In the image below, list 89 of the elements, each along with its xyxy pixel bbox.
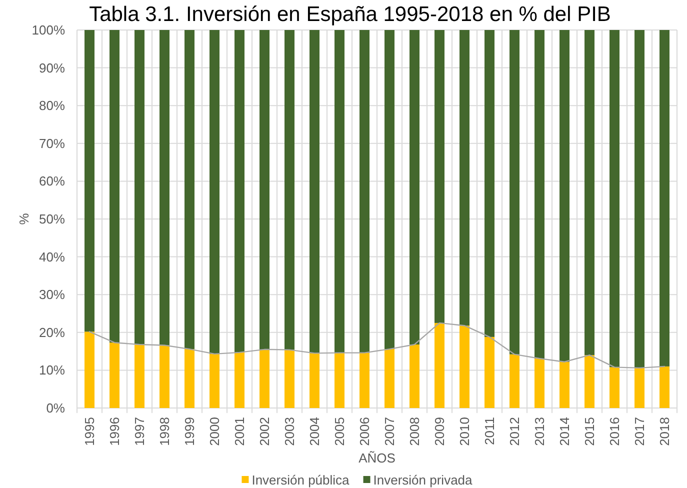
bar [160, 345, 170, 408]
bar [334, 352, 344, 408]
x-tick-label: 2004 [307, 417, 322, 446]
bar [84, 332, 94, 408]
bar [610, 367, 620, 408]
x-tick-label: 2015 [582, 417, 597, 446]
bar [260, 30, 270, 350]
x-tick-label: 1997 [132, 417, 147, 446]
bar [360, 352, 370, 408]
bar [610, 30, 620, 368]
bar [510, 30, 520, 354]
x-tick-label: 2014 [557, 417, 572, 446]
bar [660, 30, 670, 366]
bar [460, 30, 470, 326]
y-tick-label: 70% [38, 136, 66, 151]
bar [384, 349, 394, 408]
legend-label: Inversión pública [252, 472, 350, 488]
bar [584, 30, 594, 356]
x-tick-label: 1999 [182, 417, 197, 446]
bar [560, 30, 570, 362]
y-tick-label: 100% [32, 22, 66, 38]
y-tick-label: 20% [38, 324, 66, 340]
bar [110, 30, 120, 343]
x-tick-label: 2012 [507, 417, 522, 446]
y-tick-label: 90% [38, 60, 66, 76]
bar [160, 30, 170, 346]
x-tick-label: 2016 [607, 417, 622, 446]
x-tick-label: 2013 [532, 417, 547, 446]
x-tick-label: 2001 [232, 417, 247, 446]
bar [484, 336, 494, 408]
bar [134, 344, 144, 408]
x-axis-title: AÑOS [358, 450, 396, 466]
bar [84, 30, 94, 332]
bar [184, 30, 194, 350]
x-tick-label: 2006 [357, 417, 372, 446]
x-tick-label: 2008 [407, 417, 422, 446]
y-tick-label: 50% [38, 212, 66, 226]
bar [384, 30, 394, 350]
y-tick-label: 80% [38, 98, 66, 114]
y-tick-label: 30% [38, 287, 66, 302]
bar [434, 30, 444, 323]
x-tick-label: 2003 [282, 417, 297, 446]
legend-label: Inversión privada [373, 472, 474, 488]
bar [234, 352, 244, 408]
y-tick-label: 40% [38, 249, 66, 264]
bar [484, 30, 494, 337]
x-tick-label: 2009 [432, 417, 447, 446]
y-axis-title: % [16, 212, 32, 225]
x-tick-label: 1995 [82, 417, 97, 446]
bar [534, 30, 544, 358]
line-series [88, 322, 666, 369]
bar [534, 358, 544, 408]
bar [510, 354, 520, 408]
bar [284, 350, 294, 408]
bar [634, 30, 644, 368]
x-tick-label: 1996 [107, 417, 122, 446]
bar [434, 322, 444, 408]
x-tick-label: 2007 [382, 417, 397, 446]
bar [210, 30, 220, 354]
bar [560, 362, 570, 408]
bar [634, 368, 644, 408]
chart-title: Tabla 3.1. Inversión en España 1995-2018 en % del PIB [89, 3, 611, 26]
x-tick-label: 2017 [632, 417, 647, 446]
bar [234, 30, 244, 352]
x-tick-label: 2000 [207, 417, 222, 446]
bar [360, 30, 370, 353]
bar [584, 355, 594, 408]
x-tick-label: 2002 [257, 417, 272, 446]
bar [310, 30, 320, 354]
bar [334, 30, 344, 353]
bar [660, 366, 670, 408]
bar [134, 30, 144, 344]
x-tick-label: 2018 [657, 417, 672, 446]
x-tick-label: 2011 [482, 417, 497, 445]
x-tick-label: 1998 [157, 417, 172, 446]
y-tick-label: 10% [38, 362, 66, 378]
bar [310, 353, 320, 408]
bar [184, 349, 194, 408]
y-tick-label: 0% [46, 400, 66, 416]
y-tick-label: 60% [38, 174, 66, 189]
bar [460, 326, 470, 408]
bar [410, 344, 420, 408]
bar [210, 354, 220, 408]
bar [410, 30, 420, 344]
bar [284, 30, 294, 350]
bar [110, 342, 120, 408]
bar [260, 349, 270, 408]
x-tick-label: 2005 [332, 417, 347, 446]
x-tick-label: 2010 [457, 417, 472, 446]
